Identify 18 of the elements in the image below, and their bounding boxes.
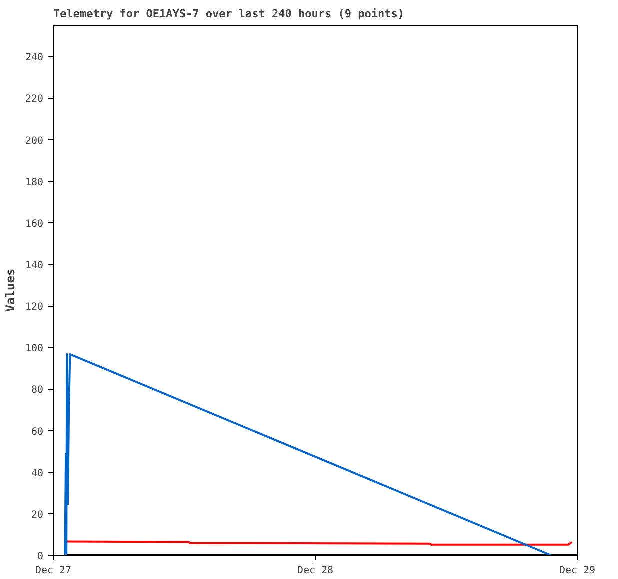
y-tick-label: 240 bbox=[25, 52, 44, 64]
y-tick-label: 20 bbox=[31, 510, 44, 521]
y-tick-label: 100 bbox=[25, 344, 44, 355]
y-tick-label: 180 bbox=[25, 177, 44, 188]
y-tick-label: 200 bbox=[25, 136, 44, 147]
chart-title: Telemetry for OE1AYS-7 over last 240 hours (9 points) bbox=[54, 8, 404, 20]
y-tick-label: 40 bbox=[31, 468, 44, 480]
y-tick-label: 160 bbox=[25, 218, 44, 230]
x-tick-label: Dec 28 bbox=[297, 566, 334, 576]
y-tick-label: 140 bbox=[25, 260, 44, 272]
y-tick-label: 120 bbox=[25, 302, 44, 314]
y-tick-label: 220 bbox=[25, 94, 44, 106]
y-axis-title: Values bbox=[3, 268, 18, 312]
x-tick-label: Dec 29 bbox=[559, 566, 596, 576]
y-tick-label: 80 bbox=[31, 385, 44, 396]
x-tick-label: Dec 27 bbox=[35, 566, 72, 576]
y-tick-label: 0 bbox=[37, 552, 44, 562]
y-tick-label: 60 bbox=[31, 426, 44, 438]
